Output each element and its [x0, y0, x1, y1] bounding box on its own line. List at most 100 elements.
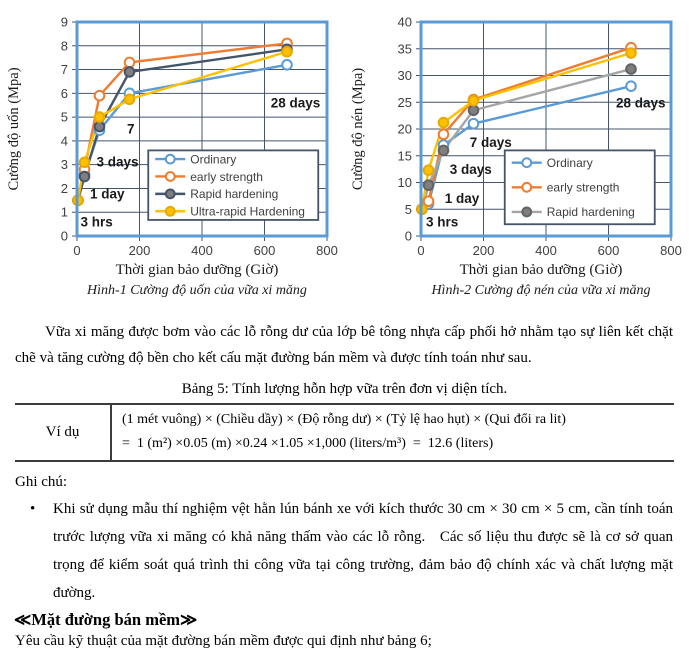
legend-label-early-strength: early strength [190, 170, 263, 184]
data-point-ordinary [281, 59, 293, 71]
y-tick-label: 25 [398, 95, 412, 110]
y-tick-label: 5 [405, 202, 412, 217]
figure-1-caption: Hình-1 Cường độ uốn của vữa xi măng [87, 282, 307, 298]
bullet-icon: • [30, 500, 36, 517]
y-tick-label: 10 [398, 175, 412, 190]
y-tick-label: 6 [61, 86, 68, 101]
y-axis-title: Cường độ uốn (Mpa) [6, 67, 22, 190]
y-axis-title: Cường độ nén (Mpa) [350, 68, 366, 190]
x-axis-title-1: Thời gian bảo dưỡng (Giờ) [115, 262, 279, 278]
x-tick-label: 0 [417, 243, 424, 258]
x-tick-label: 800 [660, 243, 682, 258]
annotation: 7 [127, 121, 135, 136]
data-point-early-strength [123, 56, 136, 69]
legend-box [147, 149, 320, 221]
legend-label-rapid-hardening: Rapid hardening [547, 205, 635, 219]
data-point-rapid-hardening [422, 179, 435, 191]
figures-row: 0 1 2 3 4 5 6 7 8 9 0 200 400 600 800 Ordinary early str… [0, 0, 689, 299]
x-tick-label: 600 [254, 243, 276, 258]
data-point-early-strength [437, 128, 450, 141]
legend-marker-early-strength [521, 181, 533, 193]
legend-marker-rapid-hardening [164, 188, 176, 200]
annotation: 28 days [616, 96, 666, 111]
y-tick-label: 30 [398, 68, 412, 83]
annotation: 1 day [445, 191, 480, 206]
legend-label-early-strength: early strength [547, 181, 620, 195]
annotation: 3 days [97, 154, 139, 169]
y-tick-label: 2 [61, 181, 68, 196]
data-point-ordinary [467, 117, 480, 130]
formula-line-2: = 1 (m²) ×0.05 (m) ×0.24 ×1.05 ×1,000 (l… [122, 435, 494, 451]
data-point-ultra-rapid-hardening [123, 93, 136, 106]
data-point-early-strength [93, 89, 106, 102]
data-point-rapid-hardening [123, 66, 136, 78]
data-point-rapid-hardening [93, 120, 106, 133]
y-tick-label: 5 [61, 110, 68, 125]
annotation: 1 day [90, 187, 125, 202]
annotation: 3 days [450, 162, 492, 177]
bullet-item: • Khi sử dụng mẫu thí nghiệm vệt hằn lún… [30, 495, 673, 607]
mixture-example-table: Ví dụ (1 mét vuông) × (Chiều dầy) × (Độ … [15, 403, 674, 462]
data-point-early-strength [422, 195, 435, 208]
legend-marker-ultra-rapid-hardening [164, 205, 176, 217]
legend-marker-early-strength [164, 171, 176, 182]
annotation: 28 days [271, 96, 321, 111]
plot-border [75, 20, 329, 238]
data-point-ultra-rapid-hardening [422, 164, 435, 176]
y-tick-label: 7 [61, 62, 68, 77]
data-point-ultra-rapid-hardening [467, 94, 480, 107]
annotation: 7 days [470, 135, 512, 150]
data-point-ultra-rapid-hardening [281, 45, 293, 58]
x-tick-label: 400 [191, 243, 213, 258]
x-tick-label: 400 [535, 243, 557, 258]
x-tick-label: 200 [129, 243, 151, 258]
legend-marker-rapid-hardening [521, 206, 533, 218]
bullet-text: Khi sử dụng mẫu thí nghiệm vệt hằn lún b… [53, 500, 673, 601]
data-point-rapid-hardening [467, 104, 480, 117]
y-tick-label: 0 [405, 229, 412, 244]
x-tick-label: 600 [598, 243, 620, 258]
data-point-rapid-hardening [78, 170, 91, 183]
x-tick-label: 0 [73, 243, 80, 258]
data-point-ultra-rapid-hardening [437, 116, 450, 129]
y-tick-label: 35 [398, 41, 412, 56]
data-point-ultra-rapid-hardening [625, 47, 637, 59]
y-tick-label: 4 [61, 133, 68, 148]
legend-marker-ordinary [521, 157, 533, 169]
section-heading: ≪Mặt đường bán mềm≫ [14, 609, 198, 629]
legend-label-ordinary: Ordinary [190, 152, 236, 166]
legend-label-rapid-hardening: Rapid hardening [190, 187, 278, 201]
x-axis-title-2: Thời gian bảo dưỡng (Giờ) [459, 262, 623, 278]
data-point-rapid-hardening [437, 144, 450, 157]
y-tick-label: 3 [61, 157, 68, 172]
legend-label-ultra-rapid-hardening: Ultra-rapid Hardening [190, 205, 305, 219]
annotation: 3 hrs [81, 214, 113, 229]
table-row: Ví dụ (1 mét vuông) × (Chiều dầy) × (Độ … [15, 404, 674, 461]
table-caption: Bảng 5: Tính lượng hỗn hợp vữa trên đơn … [181, 381, 508, 398]
data-point-rapid-hardening [625, 63, 637, 75]
plot-border [419, 20, 673, 238]
data-point-ultra-rapid-hardening [93, 111, 106, 123]
figure-flexural-strength: 0 1 2 3 4 5 6 7 8 9 0 200 400 600 800 Ordinary early str… [0, 8, 344, 299]
note-label: Ghi chú: [15, 473, 68, 490]
legend-label-ordinary: Ordinary [547, 156, 593, 170]
y-tick-label: 40 [398, 15, 412, 30]
formula-line-1: (1 mét vuông) × (Chiều dầy) × (Độ rỗng d… [122, 412, 566, 428]
y-tick-label: 20 [398, 122, 412, 137]
flexural-strength-chart: 0 1 2 3 4 5 6 7 8 9 0 200 400 600 800 Ordinary early str… [6, 15, 338, 259]
legend-marker-ordinary [164, 153, 176, 165]
data-point-ordinary [625, 80, 637, 92]
y-tick-label: 9 [61, 15, 68, 30]
intro-paragraph: Vữa xi măng được bơm vào các lỗ rỗng dư … [15, 323, 673, 367]
data-point-ultra-rapid-hardening [78, 156, 91, 169]
figure-2-caption: Hình-2 Cường độ nén của vữa xi măng [431, 282, 651, 298]
x-tick-label: 800 [316, 243, 338, 258]
formula-cell: (1 mét vuông) × (Chiều dầy) × (Độ rỗng d… [111, 404, 674, 461]
annotation: 3 hrs [426, 214, 458, 229]
y-tick-label: 0 [61, 229, 68, 244]
requirement-line: Yêu cầu kỹ thuật của mặt đường bán mềm đ… [15, 632, 432, 649]
x-tick-label: 200 [473, 243, 495, 258]
y-tick-label: 15 [398, 148, 412, 163]
y-tick-label: 1 [61, 205, 68, 220]
